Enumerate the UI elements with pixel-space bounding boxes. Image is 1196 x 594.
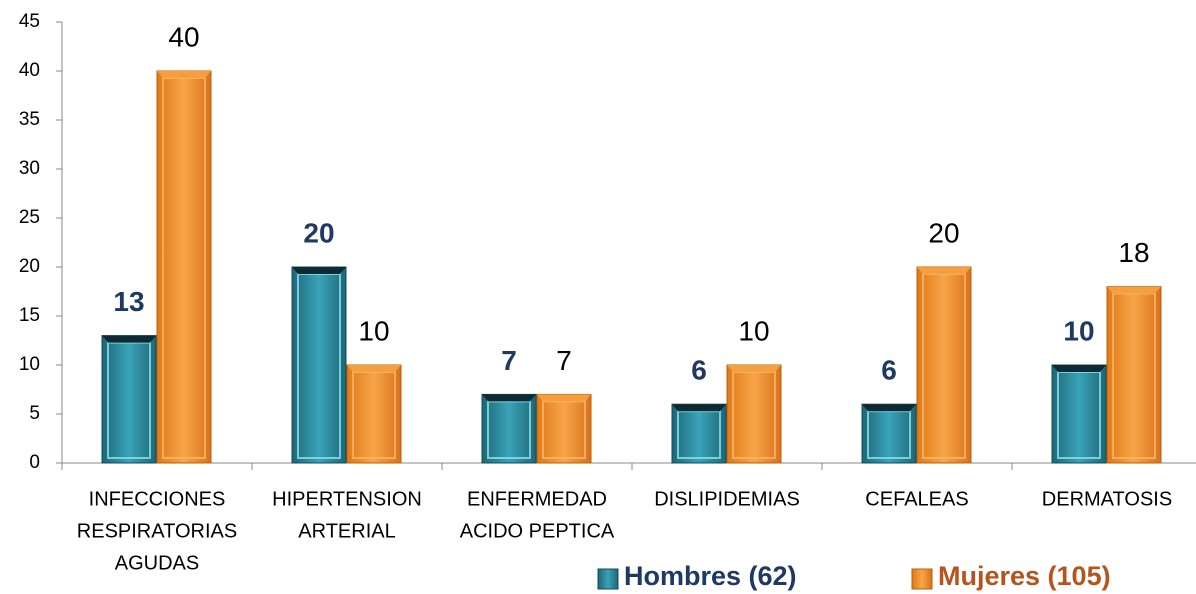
legend-swatch: [911, 568, 933, 590]
bar-body: [861, 403, 917, 464]
bar-body: [536, 393, 592, 464]
value-label: 20: [928, 217, 959, 248]
bar-cap: [917, 267, 971, 274]
x-tick-label: AGUDAS: [115, 552, 199, 574]
y-tick-label: 45: [19, 11, 40, 32]
bar: [726, 364, 782, 464]
bar-body: [1106, 286, 1162, 464]
bar-body: [1051, 364, 1107, 464]
value-label: 7: [501, 345, 517, 376]
bar-cap: [862, 404, 916, 412]
y-tick-label: 30: [19, 158, 40, 179]
value-label: 6: [881, 355, 897, 386]
legend-swatch: [597, 568, 619, 590]
bar-cap: [482, 394, 536, 402]
bar-body: [291, 266, 347, 464]
value-label: 6: [691, 355, 707, 386]
x-tick-label: HIPERTENSION: [272, 488, 422, 510]
bar: [156, 70, 212, 464]
x-tick-label: DERMATOSIS: [1042, 488, 1172, 510]
x-tick-label: CEFALEAS: [865, 488, 968, 510]
x-tick-label: ENFERMEDAD: [467, 488, 607, 510]
bar-body: [101, 335, 157, 464]
value-label: 10: [358, 315, 389, 346]
value-label: 13: [113, 286, 144, 317]
bar: [101, 335, 157, 464]
bar: [861, 403, 917, 464]
legend-label: Mujeres (105): [938, 561, 1111, 591]
bar: [671, 403, 727, 464]
bar: [536, 393, 592, 464]
value-label: 40: [168, 21, 199, 52]
bar-body: [346, 364, 402, 464]
y-tick-label: 25: [19, 207, 40, 228]
x-tick-label: INFECCIONES: [89, 488, 226, 510]
bar: [1051, 364, 1107, 464]
bar: [481, 393, 537, 464]
bar-body: [671, 403, 727, 464]
bar-body: [481, 393, 537, 464]
bar: [291, 266, 347, 464]
legend-label: Hombres (62): [624, 561, 797, 591]
y-tick-label: 15: [19, 305, 40, 326]
bar-cap: [347, 365, 401, 372]
bar: [1106, 286, 1162, 464]
bar: [916, 266, 972, 464]
bar-body: [916, 266, 972, 464]
bar-body: [156, 70, 212, 464]
value-label: 10: [1063, 315, 1094, 346]
bar-cap: [1052, 365, 1106, 372]
x-tick-label: ARTERIAL: [298, 520, 395, 542]
y-tick-label: 35: [19, 109, 40, 130]
y-tick-label: 5: [29, 403, 40, 424]
bar-cap: [672, 404, 726, 412]
y-tick-label: 20: [19, 256, 40, 277]
bar: [346, 364, 402, 464]
y-tick-label: 0: [29, 452, 40, 473]
bar-cap: [1107, 286, 1161, 294]
bar-body: [726, 364, 782, 464]
bar-cap: [102, 335, 156, 343]
bar-cap: [727, 365, 781, 372]
value-label: 10: [738, 315, 769, 346]
y-tick-label: 40: [19, 60, 40, 81]
x-tick-label: ACIDO PEPTICA: [460, 520, 615, 542]
bar-cap: [292, 267, 346, 274]
bar-cap: [157, 71, 211, 78]
value-label: 20: [303, 217, 334, 248]
bar-cap: [537, 394, 591, 402]
x-tick-label: DISLIPIDEMIAS: [654, 488, 800, 510]
value-label: 18: [1118, 237, 1149, 268]
value-label: 7: [556, 345, 572, 376]
y-tick-label: 10: [19, 354, 40, 375]
x-tick-label: RESPIRATORIAS: [77, 520, 237, 542]
